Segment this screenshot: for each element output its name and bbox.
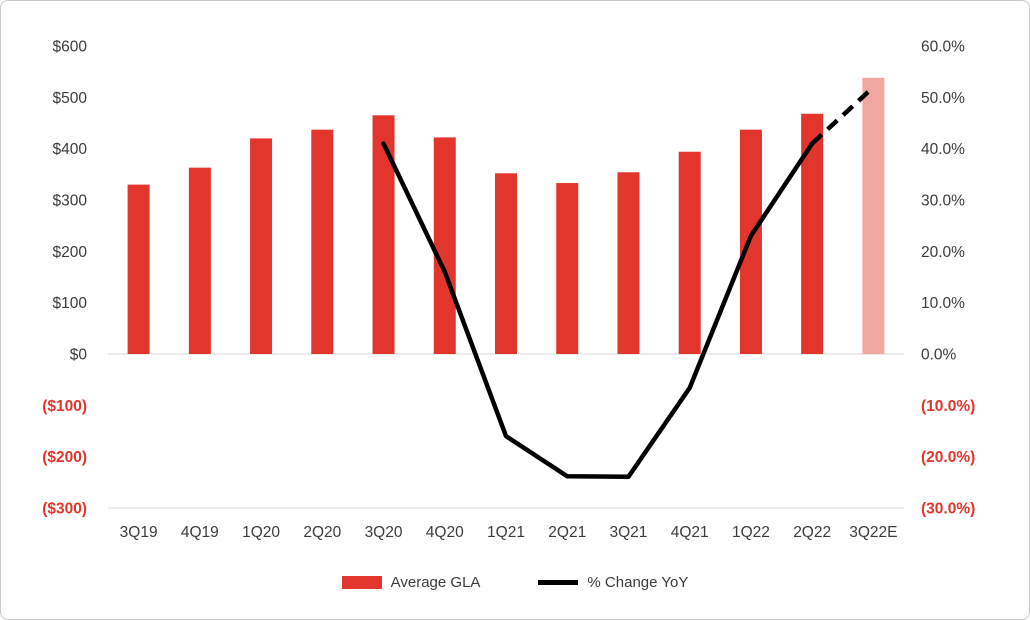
legend-label-average-gla: Average GLA	[390, 574, 481, 591]
bar-4Q19	[188, 167, 211, 354]
x-axis-label-1Q21: 1Q21	[487, 524, 525, 541]
left-axis-tick: $600	[53, 39, 88, 56]
bar-2Q20	[311, 129, 334, 354]
x-axis-label-3Q20: 3Q20	[365, 524, 403, 541]
right-axis-tick: 10.0%	[921, 295, 965, 312]
right-axis-tick: (20.0%)	[921, 449, 975, 466]
right-axis-tick: 30.0%	[921, 193, 965, 210]
left-axis-tick: ($300)	[42, 501, 87, 518]
right-axis-tick: (10.0%)	[921, 398, 975, 415]
bar-1Q21	[495, 173, 517, 354]
x-axis-label-3Q19: 3Q19	[120, 524, 158, 541]
bar-3Q19	[127, 184, 150, 354]
left-axis-tick: $400	[53, 141, 88, 158]
bar-3Q20	[372, 115, 395, 354]
x-axis-label-2Q21: 2Q21	[548, 524, 586, 541]
bar-4Q21	[678, 151, 701, 354]
left-axis-tick: ($200)	[42, 449, 87, 466]
x-axis-label-1Q20: 1Q20	[242, 524, 280, 541]
left-axis-tick: ($100)	[42, 398, 87, 415]
right-axis-tick: 0.0%	[921, 347, 957, 364]
left-axis-tick: $500	[53, 90, 88, 107]
bar-2Q22	[801, 113, 824, 354]
x-axis-label-3Q21: 3Q21	[610, 524, 648, 541]
x-axis-label-4Q20: 4Q20	[426, 524, 464, 541]
left-axis-tick: $100	[53, 295, 88, 312]
x-axis-label-2Q22: 2Q22	[793, 524, 831, 541]
bar-3Q21	[617, 172, 640, 354]
right-axis-tick: 60.0%	[921, 39, 965, 56]
legend-item-yoy: % Change YoY	[538, 574, 688, 591]
right-axis-tick: 40.0%	[921, 141, 965, 158]
x-axis-label-4Q21: 4Q21	[671, 524, 709, 541]
x-axis-label-1Q22: 1Q22	[732, 524, 770, 541]
bar-swatch	[341, 576, 382, 589]
legend: Average GLA % Change YoY	[1, 574, 1029, 591]
bar-4Q20	[433, 137, 456, 354]
x-axis-label-4Q19: 4Q19	[181, 524, 219, 541]
x-axis-label-3Q22E: 3Q22E	[849, 524, 897, 541]
yoy-line	[381, 141, 815, 479]
right-axis-tick: 50.0%	[921, 90, 965, 107]
right-axis-tick: (30.0%)	[921, 501, 975, 518]
left-axis-tick: $0	[70, 347, 88, 364]
yoy-line-dashed-segment	[810, 85, 875, 146]
left-axis-tick: $300	[53, 193, 88, 210]
right-axis-tick: 20.0%	[921, 244, 965, 261]
bar-2Q21	[556, 183, 579, 354]
bar-3Q22E	[862, 77, 885, 355]
bar-1Q20	[250, 138, 273, 354]
x-axis-label-2Q20: 2Q20	[303, 524, 341, 541]
legend-item-average-gla: Average GLA	[341, 574, 481, 591]
left-axis-tick: $200	[53, 244, 88, 261]
line-swatch	[538, 580, 579, 585]
legend-label-yoy: % Change YoY	[587, 574, 689, 591]
